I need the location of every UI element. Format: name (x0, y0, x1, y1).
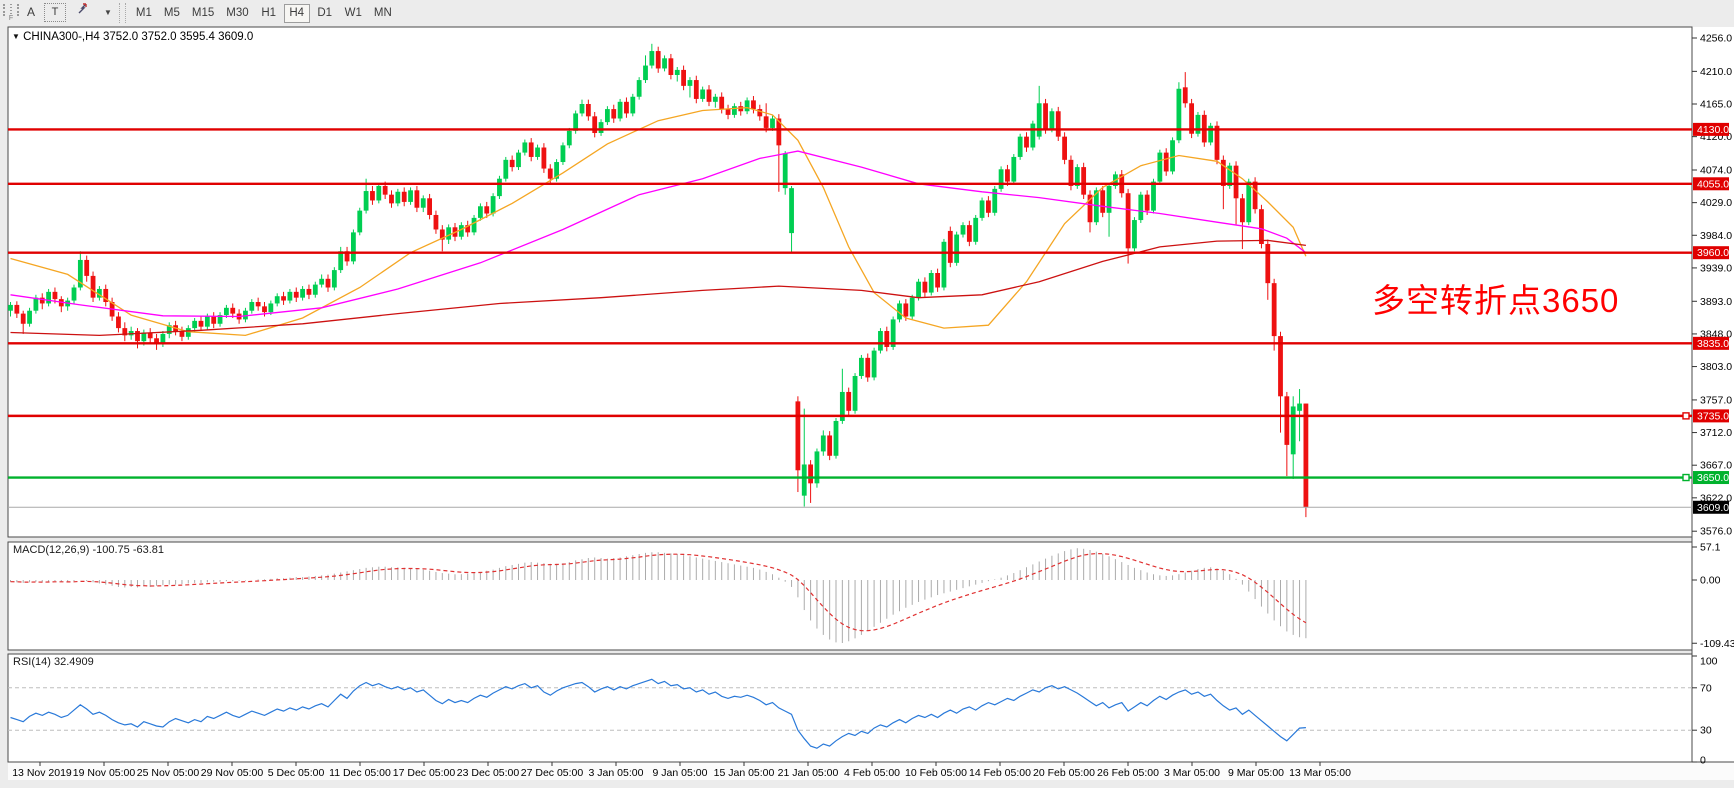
macd-axis-label: 0.00 (1700, 575, 1721, 587)
time-label: 26 Feb 05:00 (1097, 767, 1159, 779)
candles (8, 43, 1309, 518)
toolbar-separator (118, 2, 126, 23)
price-tick-label: 4029.0 (1700, 197, 1732, 209)
price-tick-label: 3667.0 (1700, 460, 1732, 472)
time-label: 15 Jan 05:00 (714, 767, 775, 779)
price-tick-label: 3803.0 (1700, 361, 1732, 373)
price-tick-label: 4256.0 (1700, 33, 1732, 45)
timeframe-button-H1[interactable]: H1 (256, 4, 282, 23)
hline-price-label: 4055.0 (1697, 178, 1729, 190)
timeframe-group: M1 M5 M15 M30 H1 H4 D1 W1 MN (130, 3, 398, 23)
time-label: 10 Feb 05:00 (905, 767, 967, 779)
hline-handle-3735.0[interactable] (1682, 412, 1690, 420)
rsi-axis-label: 0 (1700, 755, 1706, 767)
price-tick-label: 4165.0 (1700, 99, 1732, 111)
timeframe-button-H4[interactable]: H4 (283, 3, 310, 23)
current-price-label-bg (1693, 500, 1729, 514)
time-label: 5 Dec 05:00 (268, 767, 325, 779)
ma_slow-line (10, 239, 1306, 337)
price-tick-label: 3984.0 (1700, 230, 1732, 242)
symbol-dropdown-icon[interactable]: ▼ (12, 32, 20, 41)
price-tick-label: 3576.0 (1700, 526, 1732, 538)
toolbar-grip-icon[interactable]: F (3, 3, 19, 22)
timeframe-button-M5[interactable]: M5 (159, 4, 185, 23)
drawing-tools-caret-icon[interactable]: ▼ (104, 8, 112, 17)
rsi-axis-label: 100 (1700, 656, 1718, 668)
price-tick-label: 3757.0 (1700, 394, 1732, 406)
rsi-line (10, 678, 1306, 749)
time-label: 23 Dec 05:00 (457, 767, 520, 779)
macd-axis-label: -109.43 (1700, 638, 1734, 650)
hline-price-label: 3650.0 (1697, 472, 1729, 484)
symbol-title[interactable]: ▼ CHINA300-,H4 3752.0 3752.0 3595.4 3609… (12, 31, 253, 43)
macd-axis-label: 57.1 (1700, 541, 1721, 553)
price-tick-label: 3712.0 (1700, 427, 1732, 439)
timeframe-button-M30[interactable]: M30 (221, 4, 253, 23)
text-tool-button[interactable]: T (44, 3, 66, 22)
hline-price-label: 4130.0 (1697, 124, 1729, 136)
time-label: 14 Feb 05:00 (969, 767, 1031, 779)
arrow-cursor-button[interactable]: A (20, 3, 42, 22)
rsi-axis-label: 70 (1700, 682, 1712, 694)
time-label: 13 Mar 05:00 (1289, 767, 1351, 779)
timeframe-button-W1[interactable]: W1 (340, 4, 367, 23)
current-price-label: 3609.0 (1697, 502, 1729, 514)
ma_mid-line (10, 150, 1307, 318)
price-axis[interactable]: 4256.04210.04165.04120.04074.04029.03984… (1692, 33, 1732, 538)
grip-label: F (8, 14, 14, 22)
macd-indicator-label: MACD(12,26,9) -100.75 -63.81 (13, 544, 165, 556)
time-label: 29 Nov 05:00 (201, 767, 264, 779)
rsi-panel: 100 70 30 0 (8, 655, 1718, 767)
time-label: 25 Nov 05:00 (137, 767, 200, 779)
time-label: 4 Feb 05:00 (844, 767, 900, 779)
time-label: 17 Dec 05:00 (393, 767, 456, 779)
rsi-axis-label: 30 (1700, 725, 1712, 737)
price-tick-label: 3893.0 (1700, 296, 1732, 308)
hline-price-label: 3735.0 (1697, 410, 1729, 422)
time-label: 3 Jan 05:00 (589, 767, 644, 779)
price-tick-label: 3939.0 (1700, 262, 1732, 274)
time-label: 3 Mar 05:00 (1164, 767, 1220, 779)
timeframe-button-M15[interactable]: M15 (187, 4, 219, 23)
chart-annotation-text[interactable]: 多空转折点3650 (1372, 282, 1620, 319)
drawing-tools-icon[interactable] (68, 2, 100, 23)
time-label: 13 Nov 2019 (12, 767, 72, 779)
hline-handle-3650.0[interactable] (1682, 473, 1690, 482)
hline-price-label: 3960.0 (1697, 247, 1729, 259)
timeframe-button-M1[interactable]: M1 (131, 4, 157, 23)
time-axis[interactable]: 13 Nov 2019 19 Nov 05:00 25 Nov 05:00 29 No… (12, 762, 1351, 779)
time-label: 11 Dec 05:00 (329, 767, 391, 779)
timeframe-button-D1[interactable]: D1 (312, 4, 338, 23)
arrows-icon (78, 3, 87, 14)
time-label: 9 Mar 05:00 (1228, 767, 1284, 779)
hline-price-label: 3835.0 (1697, 338, 1729, 350)
rsi-indicator-label: RSI(14) 32.4909 (13, 656, 94, 668)
symbol-title-text: CHINA300-,H4 3752.0 3752.0 3595.4 3609.0 (23, 31, 254, 43)
time-label: 27 Dec 05:00 (521, 767, 584, 779)
time-label: 21 Jan 05:00 (778, 767, 839, 779)
toolbar: F A T ▼ M1 M5 M15 M30 H1 H4 D1 W1 MN (0, 0, 1734, 26)
timeframe-button-MN[interactable]: MN (369, 4, 397, 23)
price-tick-label: 4074.0 (1700, 165, 1732, 177)
macd-panel: 57.1 0.00 -109.43 (10, 541, 1734, 650)
time-label: 9 Jan 05:00 (653, 767, 708, 779)
time-label: 19 Nov 05:00 (73, 767, 136, 779)
time-label: 20 Feb 05:00 (1033, 767, 1095, 779)
price-tick-label: 4210.0 (1700, 66, 1732, 78)
time-axis-strip[interactable] (8, 762, 1734, 780)
chart-canvas: 4256.04210.04165.04120.04074.04029.03984… (0, 25, 1734, 788)
